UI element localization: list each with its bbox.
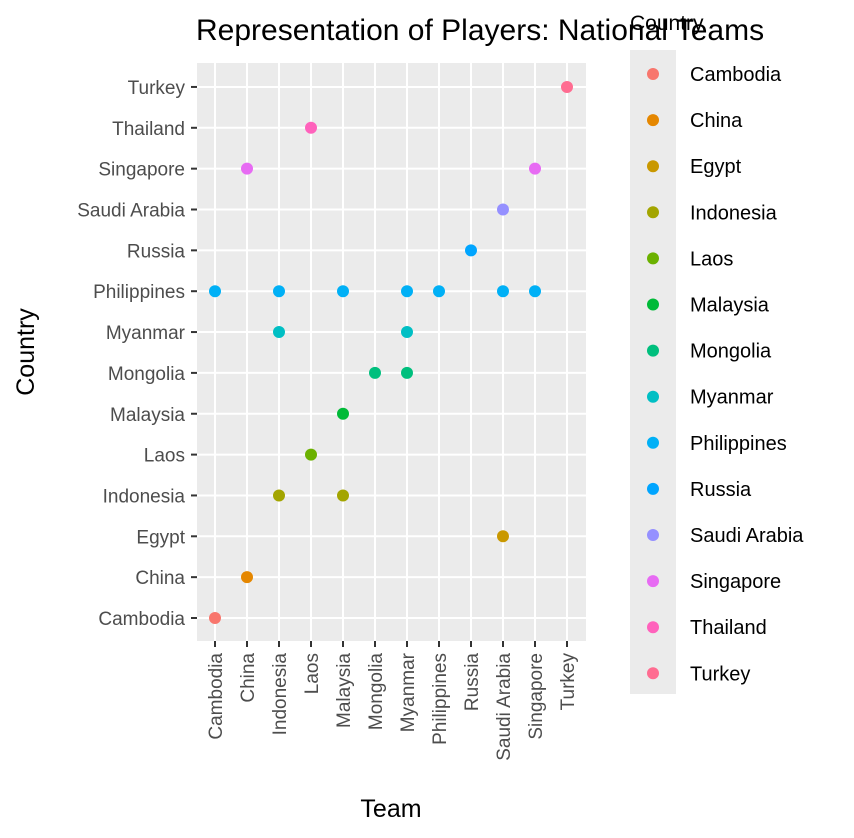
legend-label: Cambodia — [690, 64, 782, 86]
y-tick-label: Malaysia — [110, 405, 185, 426]
x-tick-label: Indonesia — [270, 653, 291, 736]
legend-label: Singapore — [690, 571, 781, 593]
data-point — [401, 366, 413, 379]
x-tick-label: Cambodia — [206, 653, 227, 740]
y-tick-label: Philippines — [93, 282, 185, 303]
legend-key — [647, 390, 659, 403]
data-point — [401, 326, 413, 339]
data-point — [241, 571, 253, 584]
x-tick-label: Philippines — [430, 653, 451, 745]
grid-lines — [197, 63, 586, 641]
legend-key — [647, 575, 659, 588]
x-tick-label: Russia — [462, 653, 483, 712]
legend-label: Mongolia — [690, 341, 772, 363]
x-tick-label: Myanmar — [398, 652, 419, 732]
legend-key — [647, 529, 659, 541]
data-point — [209, 285, 221, 298]
legend-key — [647, 252, 659, 265]
data-point — [561, 80, 573, 93]
data-point — [209, 612, 221, 624]
y-tick-label: Saudi Arabia — [77, 201, 185, 222]
legend-label: Indonesia — [690, 202, 778, 224]
y-tick-label: Cambodia — [98, 609, 185, 630]
y-axis: Cambodia China Egypt Indonesia Laos Malaysia M… — [77, 78, 197, 630]
legend-label: Turkey — [690, 663, 750, 685]
data-point — [497, 530, 509, 543]
legend-label: Malaysia — [690, 295, 770, 317]
legend-key — [647, 667, 659, 680]
legend-label: China — [690, 110, 743, 132]
data-point — [273, 326, 285, 339]
legend-key-background — [630, 50, 676, 694]
y-tick-label: Indonesia — [103, 486, 186, 507]
legend-key — [647, 298, 659, 311]
data-point — [337, 407, 349, 420]
legend-key — [647, 621, 659, 634]
y-tick-label: Egypt — [136, 527, 185, 548]
data-points — [209, 80, 573, 624]
data-point — [305, 121, 317, 134]
x-tick-label: Malaysia — [334, 653, 355, 728]
y-axis-title: Country — [12, 308, 40, 396]
legend-label: Saudi Arabia — [690, 525, 804, 547]
y-tick-label: Laos — [144, 446, 185, 467]
x-tick-label: China — [238, 653, 259, 703]
y-tick-label: China — [135, 568, 185, 589]
chart-title: Representation of Players: National Team… — [196, 14, 764, 47]
y-tick-label: Turkey — [128, 78, 186, 99]
plot-panel — [197, 63, 586, 641]
data-point — [337, 489, 349, 502]
legend-label: Thailand — [690, 617, 767, 639]
data-point — [273, 285, 285, 298]
data-point — [401, 285, 413, 298]
y-tick-label: Russia — [127, 241, 186, 262]
data-point — [369, 366, 381, 379]
y-tick-label: Mongolia — [108, 364, 186, 385]
data-point — [433, 285, 445, 298]
y-tick-label: Myanmar — [106, 323, 186, 344]
legend: Country Cambodia China Egypt Indonesia Laos M… — [630, 12, 804, 694]
x-tick-label: Laos — [302, 653, 323, 694]
legend-label: Laos — [690, 248, 733, 270]
legend-key — [647, 206, 659, 219]
x-tick-label: Turkey — [558, 653, 579, 711]
legend-title: Country — [630, 12, 704, 35]
x-axis-title: Team — [360, 795, 421, 823]
legend-label: Philippines — [690, 433, 787, 455]
data-point — [497, 203, 509, 216]
legend-label: Russia — [690, 479, 752, 501]
data-point — [273, 489, 285, 502]
x-tick-label: Singapore — [526, 653, 547, 740]
legend-key — [647, 482, 659, 495]
legend-key — [647, 436, 659, 449]
data-point — [305, 448, 317, 461]
legend-label: Egypt — [690, 156, 742, 178]
data-point — [497, 285, 509, 298]
x-tick-label: Mongolia — [366, 653, 387, 731]
data-point — [241, 162, 253, 175]
legend-key — [647, 68, 659, 80]
legend-key — [647, 114, 659, 127]
legend-label: Myanmar — [690, 387, 774, 409]
data-point — [337, 285, 349, 298]
data-point — [529, 285, 541, 298]
data-point — [529, 162, 541, 175]
data-point — [465, 244, 477, 257]
x-axis: Cambodia China Indonesia Laos Malaysia Mongol… — [206, 641, 579, 761]
y-tick-label: Singapore — [98, 160, 185, 181]
legend-key — [647, 344, 659, 357]
x-tick-label: Saudi Arabia — [494, 653, 515, 761]
y-tick-label: Thailand — [112, 119, 185, 140]
legend-key — [647, 160, 659, 173]
